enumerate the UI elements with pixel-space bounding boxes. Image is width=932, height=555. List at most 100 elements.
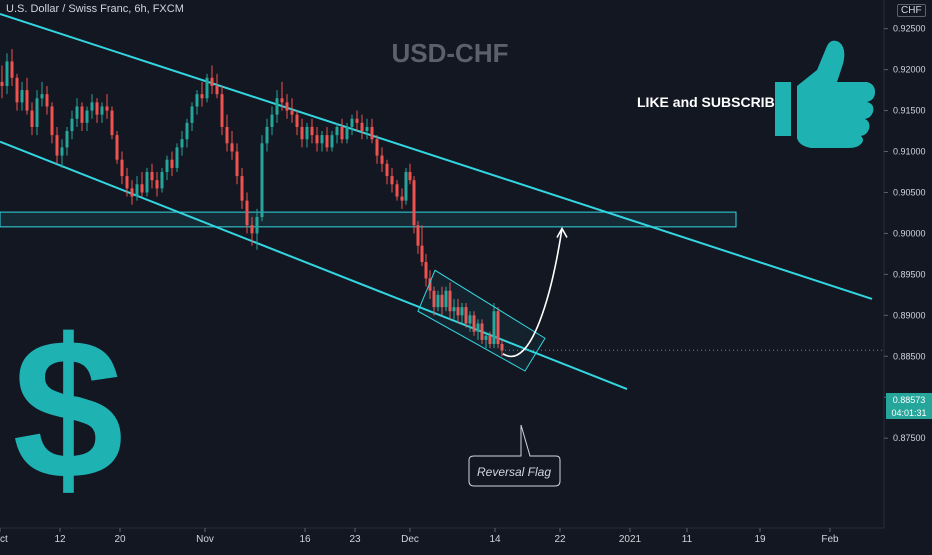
projection-arrowhead [556,226,568,238]
candle-body [50,106,54,136]
candle-body [488,335,492,344]
candle-body [480,323,484,340]
candle-body [440,294,444,308]
candle-body [140,184,144,193]
candle-body [45,94,49,107]
candle-body [15,77,19,103]
currency-button[interactable]: CHF [897,4,926,17]
candle-body [265,126,269,144]
candle-body [500,343,504,351]
candle-body [360,122,364,132]
countdown-value: 04:01:31 [891,408,926,418]
candle-body [120,159,124,177]
last-price-label: 0.88573 04:01:31 [886,393,932,419]
x-tick-label: Dec [401,534,419,545]
candle-body [432,290,436,308]
candle-body [35,98,39,127]
time-axis[interactable]: ct 12 20 Nov 16 23 Dec 14 22 2021 11 19 Feb [0,527,884,545]
flag-channel [417,269,546,372]
y-tick-label: 0.91500 [893,106,926,116]
candle-body [315,135,319,144]
candle-body [175,147,179,168]
candle-body [456,307,460,316]
dollar-sign-icon: $ [12,298,123,521]
candle-body [225,126,229,144]
candle-body [65,131,69,148]
candle-body [130,188,134,197]
candle-body [448,290,452,312]
candle-body [424,262,428,279]
candle-body [275,98,279,115]
candle-body [235,151,239,177]
y-tick-label: 0.91000 [893,147,926,157]
y-tick-label: 0.92500 [893,24,926,34]
candle-body [325,135,329,148]
candle-body [385,163,389,177]
x-tick-label: 22 [554,534,566,545]
y-tick-label: 0.90000 [893,228,926,238]
chart-title-watermark: USD-CHF [392,38,509,68]
candle-body [260,143,264,218]
candle-body [135,184,139,197]
candle-body [85,110,89,123]
y-tick-label: 0.90500 [893,187,926,197]
lower-channel-line [0,140,628,390]
candle-body [160,171,164,189]
candle-body [5,61,9,86]
candle-body [25,90,29,111]
candle-body [255,217,259,234]
candle-body [190,106,194,123]
candle-body [95,102,99,115]
x-tick-label: 2021 [619,534,642,545]
upper-channel-line [0,12,873,300]
candle-body [30,110,34,127]
candle-body [464,307,468,324]
candle-body [365,126,369,132]
candle-body [105,106,109,111]
candle-body [460,307,464,316]
candle-body [100,106,104,115]
candle-body [468,315,472,324]
candle-body [125,176,129,189]
x-tick-label: 16 [299,534,311,545]
candle-body [270,114,274,127]
candle-body [472,315,476,332]
candle-body [395,184,399,197]
candle-body [404,171,408,201]
candle-body [230,143,234,152]
candle-body [40,94,44,99]
candle-body [245,200,249,226]
promo-text: LIKE and SUBSCRIBE [637,94,784,110]
candle-body [180,139,184,148]
candle-body [375,139,379,156]
candle-body [80,106,84,123]
x-tick-label: 11 [682,534,693,545]
resistance-zone [0,211,737,228]
thumbs-up-icon [775,40,875,148]
candle-body [428,278,432,291]
symbol-header: U.S. Dollar / Swiss Franc, 6h, FXCM [6,3,184,15]
candle-body [400,196,404,201]
candle-body [484,335,488,340]
candle-body [335,126,339,136]
x-tick-label: ct [0,534,8,545]
candle-body [320,135,324,144]
x-tick-label: 14 [489,534,501,545]
candle-body [280,98,284,103]
price-axis[interactable]: 0.92500 0.92000 0.91500 0.91000 0.90500 0.900… [883,0,926,528]
candle-body [20,90,24,103]
candle-body [205,77,209,99]
y-tick-label: 0.89000 [893,310,926,320]
candle-body [70,118,74,132]
candle-body [355,118,359,123]
candle-body [55,135,59,156]
y-tick-label: 0.92000 [893,65,926,75]
candle-body [185,122,189,140]
dollar-sign-glyph: $ [12,298,123,521]
x-tick-label: 12 [54,534,66,545]
x-tick-label: Nov [196,534,214,545]
candle-body [408,171,412,181]
